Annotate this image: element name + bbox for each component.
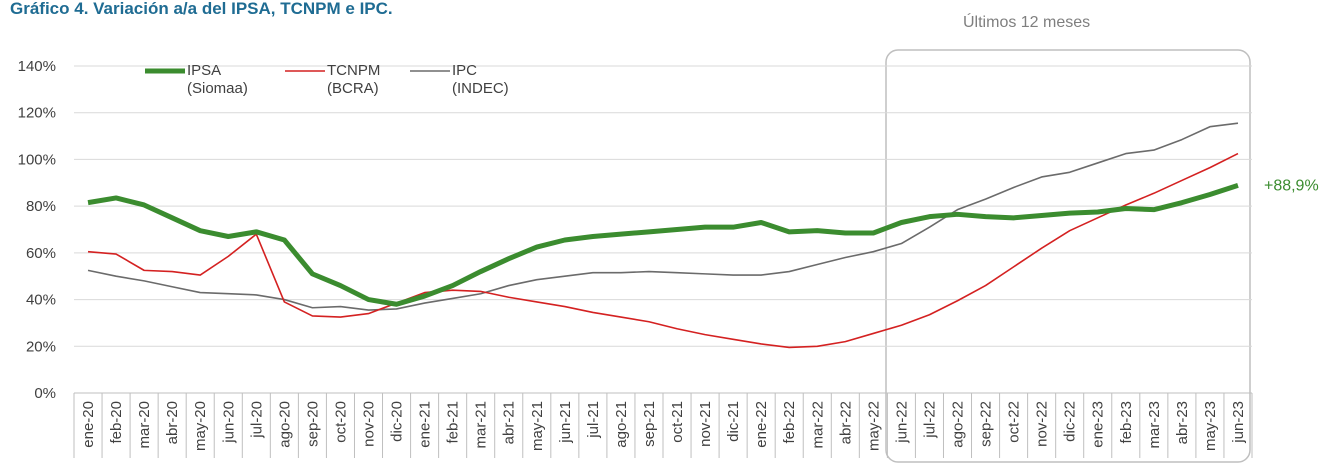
x-tick-label: may-21 [529, 401, 546, 451]
series-line [87, 182, 1239, 307]
x-tick-label: feb-20 [108, 401, 125, 444]
x-tick-label: sep-20 [304, 401, 321, 447]
x-tick-label: dic-21 [725, 401, 742, 442]
x-tick-label: nov-20 [361, 401, 378, 447]
x-tick-label: abr-23 [1174, 401, 1191, 444]
y-tick-label: 100% [18, 151, 56, 168]
x-tick-label: mar-21 [473, 401, 490, 449]
x-tick-label: oct-20 [332, 401, 349, 443]
x-tick-label: jul-22 [921, 401, 938, 439]
x-tick-label: ago-20 [276, 401, 293, 448]
x-tick-label: feb-21 [445, 401, 462, 444]
x-tick-label: mar-23 [1146, 401, 1163, 449]
y-tick-label: 20% [26, 338, 56, 355]
chart-title: Gráfico 4. Variación a/a del IPSA, TCNPM… [10, 0, 393, 18]
x-tick-label: jun-22 [893, 401, 910, 444]
x-tick-label: abr-21 [501, 401, 518, 444]
x-tick-label: nov-21 [697, 401, 714, 447]
x-tick-label: may-20 [192, 401, 209, 451]
x-tick-label: ago-22 [950, 401, 967, 448]
x-tick-label: may-22 [865, 401, 882, 451]
series-line [87, 122, 1239, 311]
y-tick-label: 140% [18, 58, 56, 75]
x-tick-label: mar-20 [136, 401, 153, 449]
x-tick-label: sep-21 [641, 401, 658, 447]
x-tick-label: dic-20 [389, 401, 406, 442]
y-tick-label: 80% [26, 198, 56, 215]
legend-label: IPC (INDEC) [452, 62, 509, 97]
y-tick-label: 0% [34, 385, 56, 402]
y-tick-label: 120% [18, 105, 56, 122]
annotation: Últimos 12 meses [963, 12, 1090, 31]
x-tick-label: sep-22 [978, 401, 995, 447]
x-tick-label: nov-22 [1034, 401, 1051, 447]
x-tick-label: dic-22 [1062, 401, 1079, 442]
x-tick-label: jun-23 [1230, 401, 1247, 444]
x-tick-label: ene-21 [417, 401, 434, 448]
x-tick-label: jun-20 [220, 401, 237, 444]
highlight-box [885, 49, 1251, 463]
x-tick-label: jun-21 [557, 401, 574, 444]
x-tick-label: ene-20 [80, 401, 97, 448]
x-tick-label: jul-21 [585, 401, 602, 439]
x-tick-label: ago-21 [613, 401, 630, 448]
x-tick-label: may-23 [1202, 401, 1219, 451]
y-tick-label: 60% [26, 245, 56, 262]
x-tick-label: mar-22 [809, 401, 826, 449]
legend-label: TCNPM (BCRA) [327, 62, 381, 97]
x-tick-label: abr-22 [837, 401, 854, 444]
x-tick-label: feb-23 [1118, 401, 1135, 444]
x-tick-label: ene-23 [1090, 401, 1107, 448]
x-tick-label: oct-22 [1006, 401, 1023, 443]
series-line [87, 152, 1239, 349]
x-tick-label: ene-22 [753, 401, 770, 448]
legend-label: IPSA (Siomaa) [187, 62, 248, 97]
value-label: +88,9% [1264, 177, 1319, 194]
x-tick-label: abr-20 [164, 401, 181, 444]
x-tick-label: jul-20 [248, 401, 265, 439]
y-tick-label: 40% [26, 292, 56, 309]
x-tick-label: feb-22 [781, 401, 798, 444]
x-tick-label: oct-21 [669, 401, 686, 443]
